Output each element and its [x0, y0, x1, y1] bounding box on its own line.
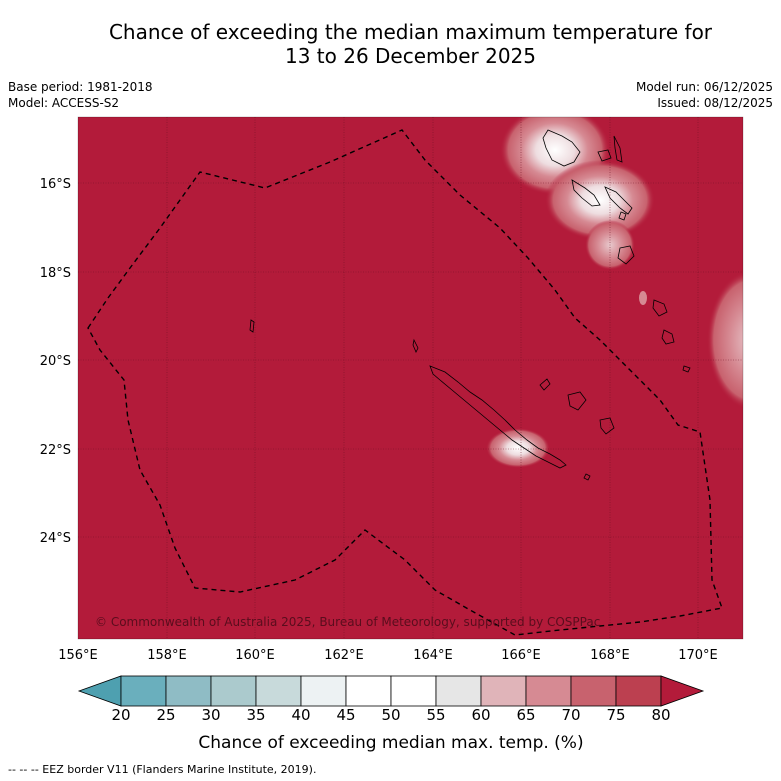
colorbar-bin [165, 675, 212, 707]
copyright-text: © Commonwealth of Australia 2025, Bureau… [95, 615, 600, 629]
base-period: Base period: 1981-2018 [8, 80, 153, 94]
colorbar-tick-label: 20 [111, 706, 130, 724]
eez-border [87, 129, 723, 636]
colorbar-bin [525, 675, 572, 707]
colorbar-bin [120, 675, 167, 707]
colorbar-tick-label: 70 [561, 706, 580, 724]
lon-label: 166°E [501, 648, 541, 663]
ouvea-island [539, 378, 551, 391]
colorbar-title: Chance of exceeding median max. temp. (%… [198, 733, 583, 753]
erromango-island [617, 245, 635, 265]
meta-right: Model run: 06/12/2025 Issued: 08/12/2025 [636, 79, 773, 111]
colorbar-tick-label: 60 [471, 706, 490, 724]
lon-label: 160°E [235, 648, 275, 663]
anomaly-hotspots [486, 117, 743, 468]
lon-label: 164°E [413, 648, 453, 663]
lon-label: 158°E [147, 648, 187, 663]
colorbar-bin [255, 675, 302, 707]
lat-label: 18°S [40, 266, 71, 281]
lat-label: 22°S [40, 443, 71, 458]
maewo-island [613, 135, 623, 163]
colorbar-tick-label: 40 [291, 706, 310, 724]
issued-date: Issued: 08/12/2025 [657, 96, 773, 110]
tanna-island [618, 211, 627, 221]
colorbar-tick-label: 35 [246, 706, 265, 724]
colorbar-tick-label: 75 [606, 706, 625, 724]
mare-island [599, 417, 615, 435]
pentecost-island [604, 186, 633, 215]
lifou-island [567, 391, 587, 411]
colorbar-bin [300, 675, 347, 707]
colorbar-tick-label: 80 [651, 706, 670, 724]
colorbar-tick-label: 25 [156, 706, 175, 724]
belep-island [412, 338, 419, 353]
isle-of-pines [583, 473, 591, 481]
colorbar-bin [435, 675, 482, 707]
latitude-labels: 16°S 18°S 20°S 22°S 24°S [40, 177, 71, 546]
hotspot-east [707, 271, 743, 409]
colorbar-tick-label: 45 [336, 706, 355, 724]
espiritu-santo [542, 129, 581, 167]
meta-left: Base period: 1981-2018 Model: ACCESS-S2 [8, 79, 153, 111]
title-line-1: Chance of exceeding the median maximum t… [108, 20, 713, 44]
colorbar-bin [615, 675, 662, 707]
lon-label: 162°E [324, 648, 364, 663]
longitude-labels: 156°E 158°E 160°E 162°E 164°E 166°E 168°… [58, 648, 718, 663]
colorbar-bin [345, 675, 392, 707]
new-caledonia-coast [429, 365, 567, 469]
hotspot-new-caledonia [486, 428, 550, 468]
gridlines [78, 117, 743, 639]
fiji-outer-1 [652, 299, 668, 317]
lon-label: 170°E [678, 648, 718, 663]
lat-label: 16°S [40, 177, 71, 192]
lon-label: 156°E [58, 648, 98, 663]
efate-island [597, 149, 612, 162]
hotspot-small [639, 291, 647, 305]
colorbar-extend-high [660, 675, 705, 707]
colorbar [77, 675, 705, 707]
lat-label: 20°S [40, 354, 71, 369]
colorbar-ticks: 20 25 30 35 40 45 50 55 60 65 70 75 80 [111, 706, 670, 724]
colorbar-tick-label: 50 [381, 706, 400, 724]
colorbar-extend-low [77, 675, 122, 707]
colorbar-tick-label: 65 [516, 706, 535, 724]
colorbar-bin [570, 675, 617, 707]
fiji-outer-2 [661, 329, 675, 345]
malekula-island [571, 179, 601, 207]
chart-title: Chance of exceeding the median maximum t… [0, 20, 781, 68]
model-name: Model: ACCESS-S2 [8, 96, 120, 110]
eez-footnote: -- -- -- EEZ border V11 (Flanders Marine… [8, 763, 317, 776]
lon-label: 168°E [590, 648, 630, 663]
colorbar-tick-label: 30 [201, 706, 220, 724]
map-frame [77, 116, 744, 640]
lat-label: 24°S [40, 531, 71, 546]
fiji-outer-3 [682, 365, 691, 373]
title-line-2: 13 to 26 December 2025 [284, 44, 536, 68]
chesterfield-islet [249, 319, 255, 333]
model-run: Model run: 06/12/2025 [635, 80, 773, 94]
colorbar-bin [210, 675, 257, 707]
coastlines [249, 129, 691, 481]
colorbar-tick-label: 55 [426, 706, 445, 724]
colorbar-bin [480, 675, 527, 707]
colorbar-bin [390, 675, 437, 707]
